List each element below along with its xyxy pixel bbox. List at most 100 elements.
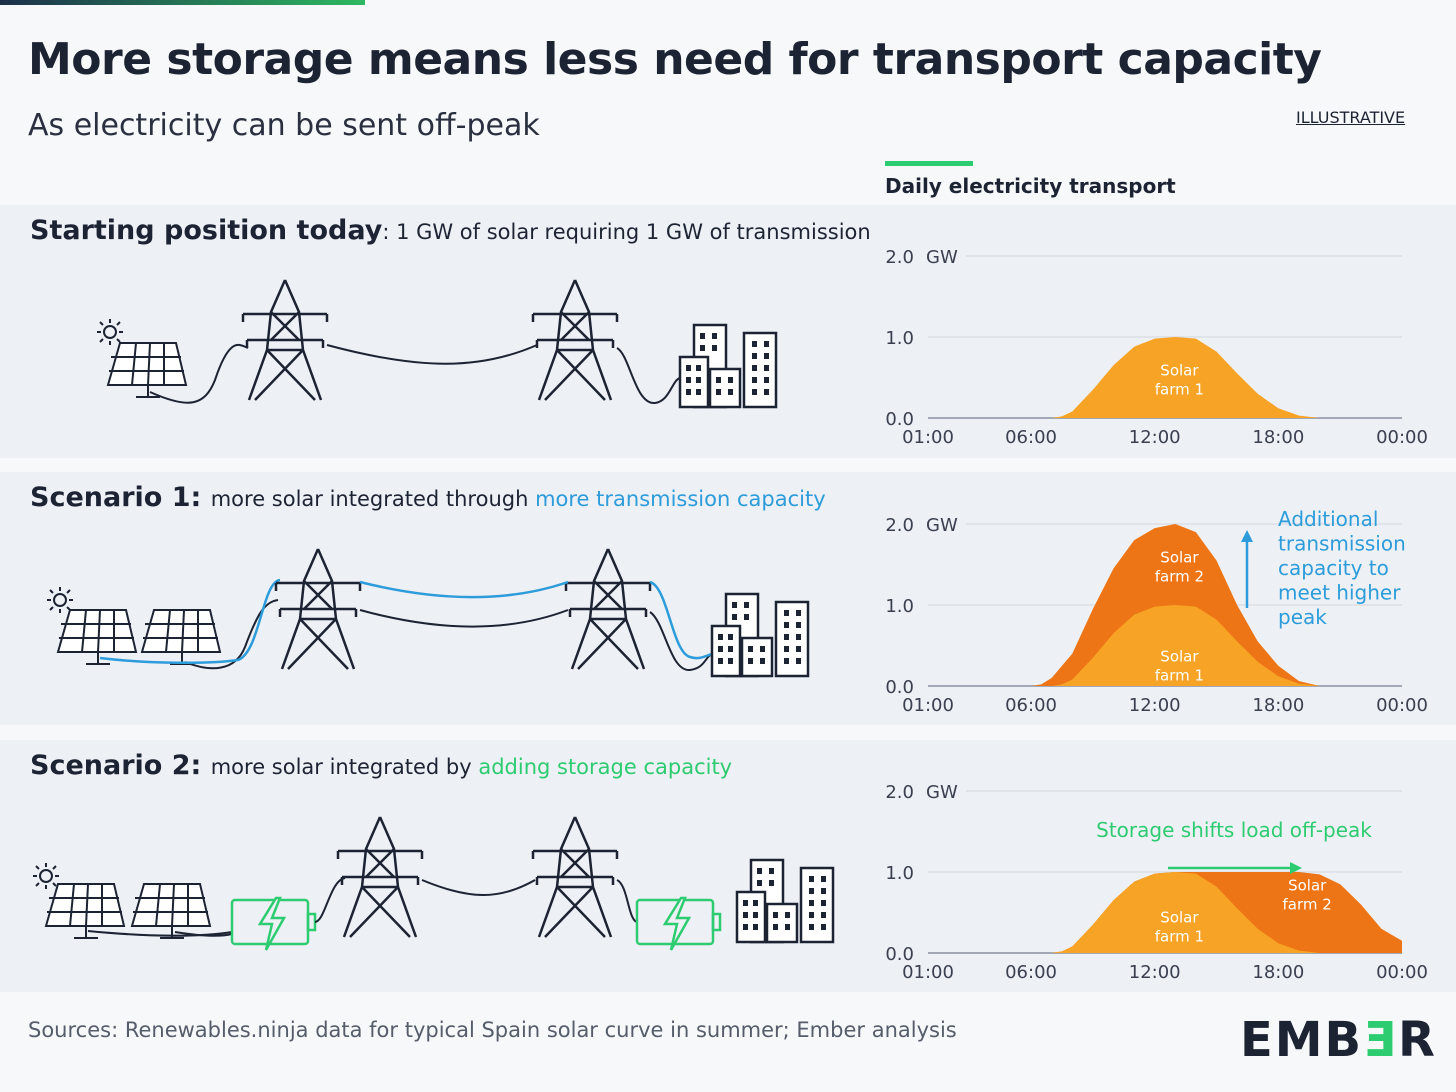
- transmission-line: [421, 879, 536, 896]
- pylon-icon: [564, 548, 652, 670]
- y-tick-label: 0.0: [885, 409, 914, 430]
- x-tick-label: 01:00: [902, 427, 954, 448]
- area-solar-farm-1: [928, 872, 1402, 953]
- logo-part: Ǝ: [1363, 1012, 1398, 1068]
- ember-logo: EMBƎR: [1240, 1012, 1437, 1068]
- panel-lead: Scenario 1:: [30, 482, 211, 513]
- panel-highlight: more transmission capacity: [535, 487, 826, 511]
- annotation-line: transmission: [1278, 532, 1406, 556]
- solar-panel-icon: [130, 883, 212, 939]
- annotation-line: peak: [1278, 605, 1327, 629]
- cable-line: [649, 611, 713, 672]
- series-label: Solar farm 1: [1155, 647, 1204, 684]
- transmission-line: [359, 609, 569, 628]
- illustration-starting: [97, 279, 778, 409]
- sun-icon: [33, 863, 59, 889]
- series-label-line: farm 1: [1155, 928, 1204, 946]
- solar-panel-icon: [106, 342, 188, 398]
- sun-icon: [97, 319, 123, 345]
- annotation-arrowhead: [1290, 862, 1302, 874]
- area-solar-farm-1: [928, 605, 1402, 686]
- cable-line: [87, 930, 233, 937]
- x-tick-label: 18:00: [1252, 695, 1304, 716]
- illustration-scenario-1: [47, 548, 810, 678]
- logo-part: R: [1397, 1012, 1437, 1068]
- annotation-line: meet higher: [1278, 581, 1401, 605]
- cable-line: [314, 877, 346, 923]
- y-tick-label: 0.0: [885, 944, 914, 965]
- cable-line-new: [649, 580, 713, 660]
- sources-note: Sources: Renewables.ninja data for typic…: [28, 1018, 957, 1042]
- illustrative-tag: ILLUSTRATIVE: [1296, 108, 1406, 127]
- solar-panel-icon: [140, 609, 222, 665]
- panel-rest: more solar integrated by: [210, 755, 479, 779]
- area-solar-farm-2: [928, 524, 1402, 686]
- y-tick-label: 1.0: [885, 328, 914, 349]
- x-tick-label: 18:00: [1252, 427, 1304, 448]
- series-label-line: farm 2: [1283, 895, 1332, 913]
- panel-heading: Scenario 2: more solar integrated by add…: [30, 750, 732, 781]
- series-label: Solar farm 2: [1283, 876, 1332, 913]
- y-unit-label: GW: [926, 782, 958, 803]
- annotation-arrowhead: [1241, 530, 1253, 542]
- series-label-line: Solar: [1288, 876, 1327, 894]
- chart-starting: 0.0 1.0 2.0 GW 01:00 06:00 12:00 18:00 00:00 Sola…: [885, 247, 1428, 448]
- series-label: Solar farm 1: [1155, 909, 1204, 946]
- chart-header-accent: [885, 161, 973, 166]
- pylon-icon: [336, 816, 424, 938]
- y-unit-label: GW: [926, 247, 958, 268]
- series-label: Solar farm 1: [1155, 362, 1204, 399]
- transmission-line-new: [359, 580, 569, 599]
- panel-starting-position: Starting position today: 1 GW of solar r…: [0, 205, 1456, 458]
- series-label-line: Solar: [1160, 362, 1199, 380]
- pylon-icon: [531, 279, 619, 401]
- x-tick-label: 06:00: [1005, 962, 1057, 983]
- annotation-line: Additional: [1278, 508, 1378, 531]
- x-tick-label: 00:00: [1376, 962, 1428, 983]
- x-tick-label: 06:00: [1005, 695, 1057, 716]
- y-tick-label: 1.0: [885, 596, 914, 617]
- series-label-line: Solar: [1160, 909, 1199, 927]
- illustration-scenario-2: [33, 816, 835, 951]
- cable-line: [616, 347, 681, 405]
- panel-lead: Starting position today: [30, 215, 383, 246]
- y-tick-label: 2.0: [885, 515, 914, 536]
- panel-rest: more solar integrated through: [210, 487, 536, 511]
- chart-scenario-2: 0.0 1.0 2.0 GW 01:00 06:00 12:00 18:00 00:00 Sola…: [885, 782, 1428, 983]
- solar-panel-icon: [44, 883, 126, 939]
- annotation-line: capacity to: [1278, 556, 1389, 580]
- y-tick-label: 2.0: [885, 247, 914, 268]
- y-unit-label: GW: [926, 515, 958, 536]
- transmission-line: [326, 344, 538, 365]
- solar-panel-icon: [56, 609, 138, 665]
- pylon-icon: [531, 816, 619, 938]
- x-tick-label: 18:00: [1252, 962, 1304, 983]
- y-tick-label: 1.0: [885, 863, 914, 884]
- x-tick-label: 12:00: [1129, 962, 1181, 983]
- buildings-icon: [678, 323, 778, 409]
- annotation-text: Storage shifts load off-peak: [1096, 818, 1372, 842]
- page-subtitle: As electricity can be sent off-peak: [28, 108, 540, 143]
- x-tick-label: 00:00: [1376, 695, 1428, 716]
- panel-heading: Starting position today: 1 GW of solar r…: [30, 215, 871, 246]
- cable-line: [184, 599, 279, 670]
- y-tick-label: 2.0: [885, 782, 914, 803]
- cable-line-new: [99, 578, 281, 665]
- x-tick-label: 12:00: [1129, 695, 1181, 716]
- page-title: More storage means less need for transpo…: [28, 34, 1322, 85]
- panel-highlight: adding storage capacity: [478, 755, 733, 779]
- pylon-icon: [241, 279, 329, 401]
- annotation-text: Additional transmission capacity to meet hi…: [1278, 508, 1406, 629]
- x-tick-label: 00:00: [1376, 427, 1428, 448]
- series-label-line: Solar: [1160, 647, 1199, 665]
- buildings-icon: [710, 592, 810, 678]
- x-tick-label: 01:00: [902, 695, 954, 716]
- chart-header: Daily electricity transport: [885, 174, 1176, 198]
- x-tick-label: 01:00: [902, 962, 954, 983]
- x-tick-label: 06:00: [1005, 427, 1057, 448]
- area-solar-farm-1: [928, 337, 1402, 418]
- battery-icon: [635, 896, 722, 951]
- x-tick-label: 12:00: [1129, 427, 1181, 448]
- series-label-line: farm 1: [1155, 666, 1204, 684]
- series-label: Solar farm 2: [1155, 549, 1204, 586]
